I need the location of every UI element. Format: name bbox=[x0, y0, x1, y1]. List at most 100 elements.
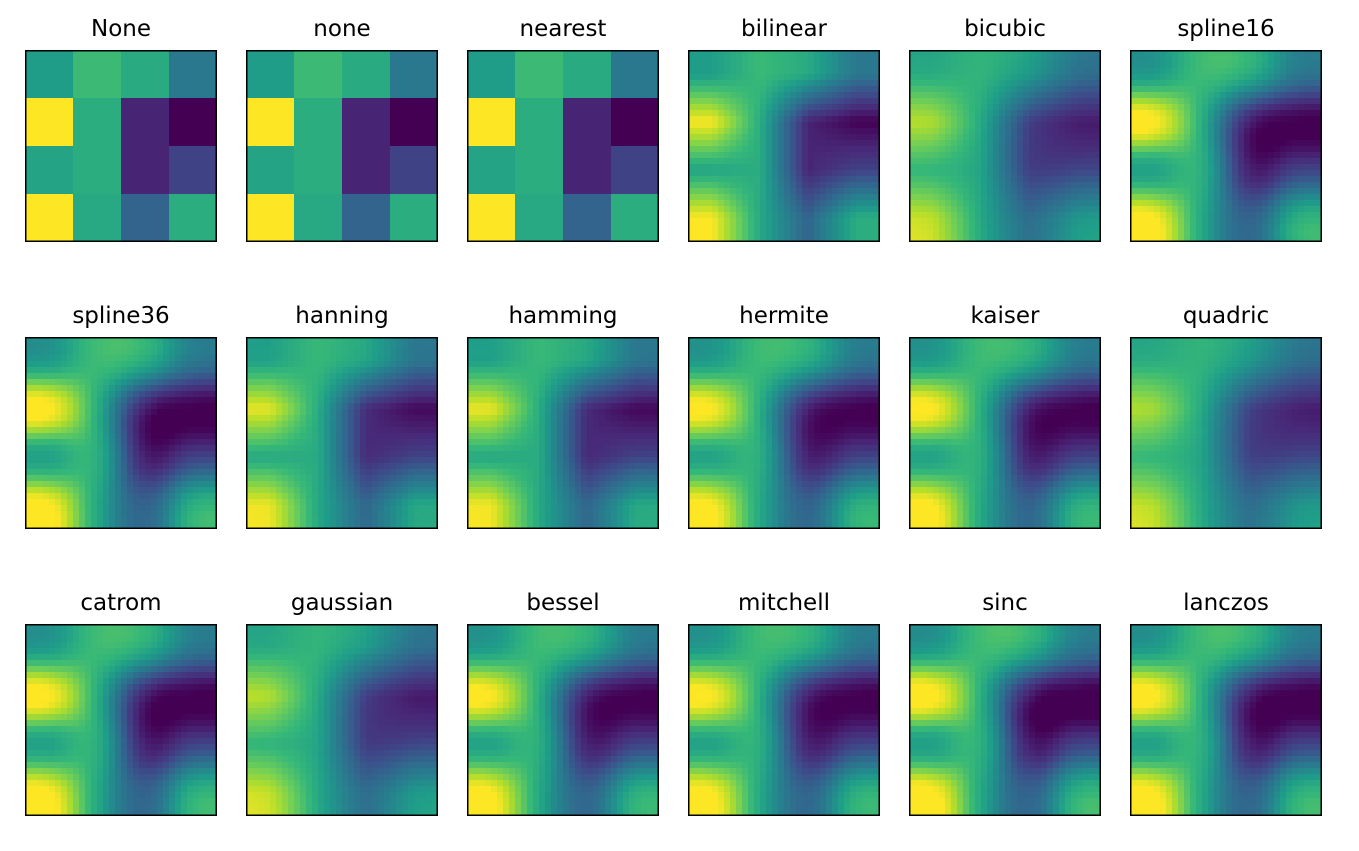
heatmap-pixel bbox=[1029, 158, 1036, 165]
heatmap-pixel bbox=[850, 68, 857, 75]
heatmap-pixel bbox=[760, 98, 767, 105]
heatmap-pixel bbox=[712, 194, 719, 201]
heatmap-pixel bbox=[372, 361, 379, 368]
heatmap-pixel bbox=[1256, 200, 1263, 207]
heatmap-cell bbox=[390, 194, 438, 242]
heatmap-pixel bbox=[79, 433, 86, 440]
heatmap-pixel bbox=[1083, 62, 1090, 69]
heatmap-pixel bbox=[826, 158, 833, 165]
heatmap-pixel bbox=[760, 104, 767, 111]
heatmap-pixel bbox=[975, 188, 982, 195]
heatmap-pixel bbox=[981, 128, 988, 135]
heatmap-pixel bbox=[981, 194, 988, 201]
heatmap-pixel bbox=[133, 439, 140, 446]
heatmap-pixel bbox=[1160, 158, 1167, 165]
heatmap-pixel bbox=[1268, 116, 1275, 123]
heatmap-pixel bbox=[1268, 200, 1275, 207]
heatmap-pixel bbox=[103, 391, 110, 398]
heatmap-pixel bbox=[1136, 200, 1143, 207]
heatmap-pixel bbox=[999, 80, 1006, 87]
heatmap-pixel bbox=[181, 379, 188, 386]
heatmap-pixel bbox=[969, 152, 976, 159]
heatmap-pixel bbox=[384, 463, 391, 470]
heatmap-pixel bbox=[378, 379, 385, 386]
heatmap-pixel bbox=[1262, 68, 1269, 75]
heatmap-pixel bbox=[730, 134, 737, 141]
heatmap-pixel bbox=[157, 403, 164, 410]
heatmap-pixel bbox=[145, 337, 152, 344]
heatmap-cell bbox=[563, 50, 612, 99]
heatmap-pixel bbox=[73, 403, 80, 410]
heatmap-pixel bbox=[975, 56, 982, 63]
heatmap-pixel bbox=[862, 140, 869, 147]
heatmap-pixel bbox=[37, 421, 44, 428]
heatmap-pixel bbox=[1280, 218, 1287, 225]
heatmap-pixel bbox=[91, 451, 98, 458]
heatmap-pixel bbox=[1304, 206, 1311, 213]
heatmap-pixel bbox=[850, 56, 857, 63]
heatmap-pixel bbox=[49, 427, 56, 434]
heatmap-pixel bbox=[151, 517, 158, 524]
heatmap-pixel bbox=[1250, 128, 1257, 135]
heatmap-pixel bbox=[874, 56, 880, 63]
heatmap-pixel bbox=[1071, 206, 1078, 213]
heatmap-pixel bbox=[163, 463, 170, 470]
heatmap-pixel bbox=[187, 427, 194, 434]
heatmap-pixel bbox=[957, 212, 964, 219]
heatmap-pixel bbox=[832, 86, 839, 93]
heatmap-pixel bbox=[796, 158, 803, 165]
heatmap-pixel bbox=[181, 463, 188, 470]
heatmap-pixel bbox=[1262, 218, 1269, 225]
heatmap-pixel bbox=[999, 236, 1006, 242]
heatmap-pixel bbox=[1220, 170, 1227, 177]
heatmap-pixel bbox=[426, 397, 433, 404]
heatmap-pixel bbox=[378, 391, 385, 398]
heatmap-pixel bbox=[103, 355, 110, 362]
heatmap-pixel bbox=[37, 493, 44, 500]
heatmap-pixel bbox=[61, 439, 68, 446]
heatmap-pixel bbox=[157, 385, 164, 392]
heatmap-pixel bbox=[832, 98, 839, 105]
heatmap-pixel bbox=[1053, 182, 1060, 189]
heatmap-pixel bbox=[993, 146, 1000, 153]
heatmap-pixel bbox=[91, 415, 98, 422]
heatmap-pixel bbox=[1214, 110, 1221, 117]
heatmap-pixel bbox=[814, 68, 821, 75]
heatmap-pixel bbox=[1160, 224, 1167, 231]
heatmap-pixel bbox=[25, 511, 32, 518]
heatmap-pixel bbox=[760, 128, 767, 135]
heatmap-pixel bbox=[963, 146, 970, 153]
heatmap-cell bbox=[169, 194, 217, 242]
heatmap-pixel bbox=[1238, 122, 1245, 129]
heatmap-pixel bbox=[1089, 182, 1096, 189]
heatmap-pixel bbox=[1226, 206, 1233, 213]
heatmap-pixel bbox=[127, 337, 134, 344]
heatmap-pixel bbox=[205, 487, 212, 494]
heatmap-pixel bbox=[945, 68, 952, 75]
heatmap-pixel bbox=[802, 68, 809, 75]
heatmap-pixel bbox=[133, 367, 140, 374]
heatmap-pixel bbox=[372, 343, 379, 350]
heatmap-pixel bbox=[408, 463, 415, 470]
heatmap-pixel bbox=[1178, 116, 1185, 123]
heatmap-pixel bbox=[1226, 110, 1233, 117]
heatmap-pixel bbox=[276, 421, 283, 428]
heatmap-pixel bbox=[790, 158, 797, 165]
heatmap-pixel bbox=[724, 104, 731, 111]
heatmap-pixel bbox=[1071, 74, 1078, 81]
heatmap-pixel bbox=[1017, 110, 1024, 117]
heatmap-pixel bbox=[97, 475, 104, 482]
heatmap-pixel bbox=[372, 457, 379, 464]
heatmap-pixel bbox=[97, 397, 104, 404]
heatmap-pixel bbox=[832, 164, 839, 171]
heatmap-pixel bbox=[366, 433, 373, 440]
heatmap-pixel bbox=[706, 86, 713, 93]
heatmap-pixel bbox=[157, 343, 164, 350]
heatmap-pixel bbox=[169, 523, 176, 529]
heatmap-pixel bbox=[724, 200, 731, 207]
heatmap-pixel bbox=[360, 391, 367, 398]
heatmap-pixel bbox=[360, 367, 367, 374]
heatmap-pixel bbox=[67, 463, 74, 470]
heatmap-pixel bbox=[169, 499, 176, 506]
heatmap-pixel bbox=[151, 439, 158, 446]
